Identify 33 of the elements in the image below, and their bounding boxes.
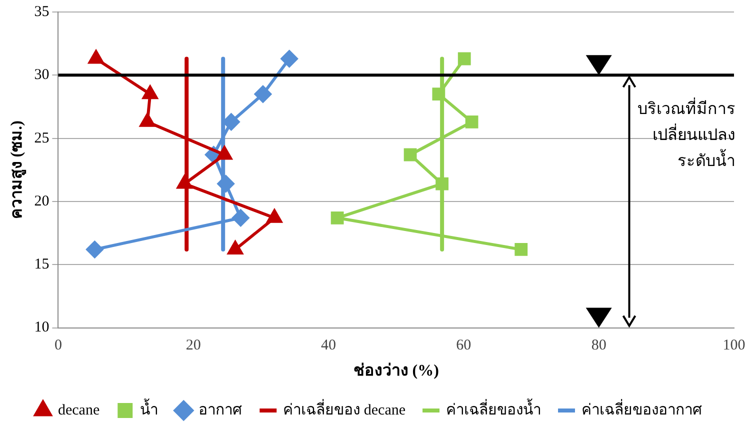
point (404, 148, 417, 162)
y-axis-title: ความสูง (ซม.) (8, 120, 28, 220)
point (436, 177, 449, 190)
legend-label: น้ำ (140, 398, 158, 418)
point (280, 50, 298, 68)
x-tick-label: 0 (54, 338, 62, 354)
legend-label: decane (58, 402, 100, 418)
point (514, 243, 528, 256)
x-axis-title: ช่องว่าง (%) (353, 362, 439, 380)
point (432, 88, 446, 101)
legend-label: ค่าเฉลี่ยของ decane (283, 398, 406, 418)
legend-label: อากาศ (198, 402, 243, 418)
y-tick-label: 20 (34, 193, 50, 210)
y-tick-label: 35 (34, 4, 50, 20)
x-tick-label: 20 (186, 338, 201, 354)
point (254, 86, 272, 103)
y-tick-label: 30 (34, 67, 50, 84)
y-tick-label: 15 (34, 256, 50, 273)
x-tick-label: 100 (722, 338, 746, 354)
point (465, 115, 478, 128)
legend-label: ค่าเฉลี่ยของอากาศ (582, 398, 703, 418)
x-tick-label: 40 (321, 338, 336, 354)
y-tick-label: 25 (34, 130, 50, 146)
point (330, 211, 344, 224)
x-tick-label: 60 (456, 338, 472, 354)
point (217, 175, 234, 192)
point (458, 52, 471, 66)
point (232, 209, 250, 226)
x-tick-label: 80 (591, 338, 606, 354)
legend-label: ค่าเฉลี่ยของน้ำ (446, 398, 542, 418)
point (86, 240, 104, 258)
annotation: บริเวณที่มีการ เปลี่ยนแปลง ระดับน้ำ (637, 97, 736, 172)
y-tick-label: 10 (34, 320, 50, 336)
